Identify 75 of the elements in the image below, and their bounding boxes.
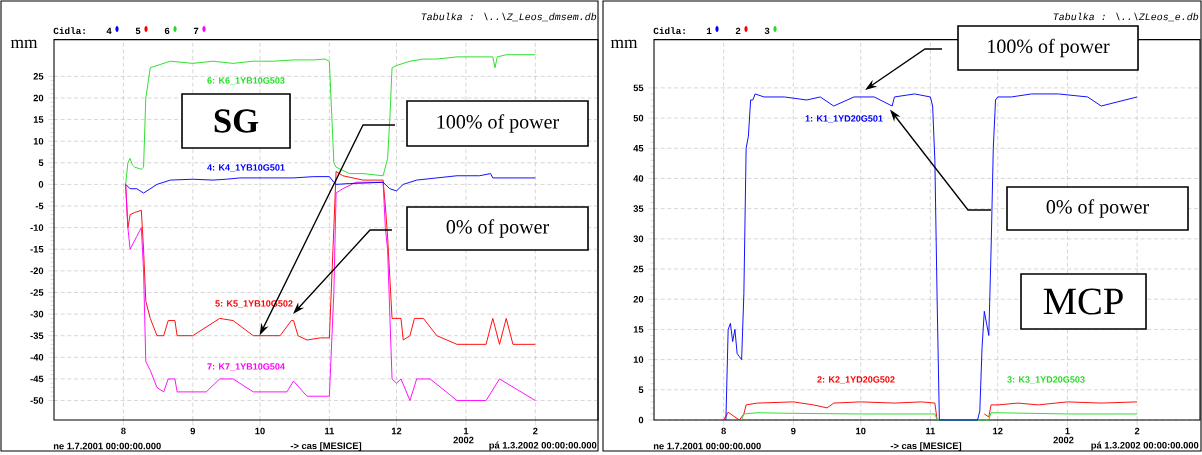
legend-label: 5 bbox=[135, 27, 141, 34]
annotation: 3: K3_1YD20G503 bbox=[1007, 376, 1085, 384]
x-tick-label: 1 bbox=[1065, 427, 1070, 434]
y-tick-label: -30 bbox=[30, 310, 44, 318]
y-tick-label: 25 bbox=[33, 72, 44, 80]
annotation: 0% of power bbox=[1046, 199, 1149, 218]
y-tick-label: 25 bbox=[633, 265, 644, 273]
y-tick-label: -15 bbox=[30, 245, 44, 253]
y-tick-label: -5 bbox=[35, 202, 44, 210]
text: 2002 bbox=[1053, 436, 1074, 444]
text: 2002 bbox=[453, 436, 474, 444]
legend-label: 6 bbox=[164, 27, 170, 34]
y-tick-label: 45 bbox=[633, 144, 644, 152]
annotation: 2: K2_1YD20G502 bbox=[817, 376, 895, 384]
y-tick-label: 0 bbox=[638, 416, 644, 424]
y-tick-label: 15 bbox=[633, 325, 644, 333]
y-tick-label: 0 bbox=[38, 180, 44, 188]
text: ne 1.7.2001 00:00:00.000 bbox=[653, 442, 761, 450]
text: pá 1.3.2002 00:00:00.000 bbox=[1091, 441, 1199, 451]
legend-label: 3 bbox=[764, 27, 770, 34]
y-tick-label: 10 bbox=[33, 137, 44, 145]
x-tick-label: 9 bbox=[190, 427, 196, 435]
annotation: 100% of power bbox=[437, 114, 559, 133]
x-tick-label: 11 bbox=[325, 427, 335, 434]
legend-label: 1 bbox=[706, 27, 712, 34]
text: ne 1.7.2001 00:00:00.000 bbox=[53, 442, 161, 450]
y-tick-label: 50 bbox=[633, 114, 644, 122]
legend-title: Cidla: bbox=[53, 27, 85, 34]
legend-label: 7 bbox=[193, 27, 199, 34]
legend-label: 2 bbox=[735, 27, 741, 34]
x-tick-label: 10 bbox=[856, 427, 866, 435]
annotation: 6: K6_1YB10G503 bbox=[207, 77, 285, 85]
annotation: MCP bbox=[1043, 288, 1123, 315]
y-tick-label: 10 bbox=[633, 356, 644, 363]
annotation: 100% of power bbox=[988, 38, 1110, 57]
y-tick-label: -40 bbox=[30, 353, 44, 361]
y-tick-label: 5 bbox=[38, 159, 44, 166]
y-tick-label: 20 bbox=[33, 94, 44, 102]
y-tick-label: 20 bbox=[633, 295, 644, 303]
text: Tabulka : \..\ZLeos_e.db bbox=[1053, 12, 1199, 21]
x-tick-label: 2 bbox=[1134, 427, 1140, 435]
x-tick-label: 8 bbox=[121, 427, 126, 435]
x-tick-label: 2 bbox=[533, 427, 538, 435]
x-tick-label: 1 bbox=[463, 427, 469, 434]
y-tick-label: -45 bbox=[30, 375, 44, 382]
annotation: 4: K4_1YB10G501 bbox=[207, 164, 285, 172]
y-tick-label: 15 bbox=[33, 116, 44, 123]
y-tick-label: 35 bbox=[633, 205, 644, 212]
legend-label: 4 bbox=[106, 27, 112, 34]
y-axis-title: mm bbox=[10, 39, 38, 48]
legend-title: Cidla: bbox=[653, 27, 685, 34]
x-tick-label: 12 bbox=[993, 427, 1003, 435]
y-tick-label: -10 bbox=[30, 224, 44, 231]
annotation: 0% of power bbox=[446, 219, 549, 238]
y-tick-label: -25 bbox=[30, 289, 44, 296]
y-tick-label: -20 bbox=[30, 267, 44, 274]
annotation: 1: K1_1YD20G501 bbox=[805, 115, 883, 123]
x-axis-title: -> cas [MESICE] bbox=[290, 442, 362, 451]
text: Tabulka : \..\Z_Leos_dmsem.db bbox=[421, 12, 597, 21]
y-tick-label: 55 bbox=[633, 84, 644, 91]
x-tick-label: 12 bbox=[391, 427, 402, 435]
y-tick-label: 5 bbox=[638, 386, 644, 393]
annotation: 7: K7_1YB10G504 bbox=[207, 363, 285, 371]
y-tick-label: -50 bbox=[30, 397, 44, 404]
y-tick-label: -35 bbox=[30, 332, 44, 339]
y-tick-label: 40 bbox=[633, 175, 644, 182]
text: pá 1.3.2002 00:00:00.000 bbox=[489, 441, 597, 451]
x-tick-label: 10 bbox=[255, 427, 265, 435]
x-tick-label: 9 bbox=[791, 427, 796, 435]
x-tick-label: 11 bbox=[926, 427, 936, 434]
y-tick-label: 30 bbox=[633, 235, 644, 242]
annotation: SG bbox=[214, 109, 259, 133]
y-axis-title: mm bbox=[610, 39, 638, 48]
x-tick-label: 8 bbox=[721, 427, 726, 435]
x-axis-title: -> cas [MESICE] bbox=[890, 442, 962, 451]
